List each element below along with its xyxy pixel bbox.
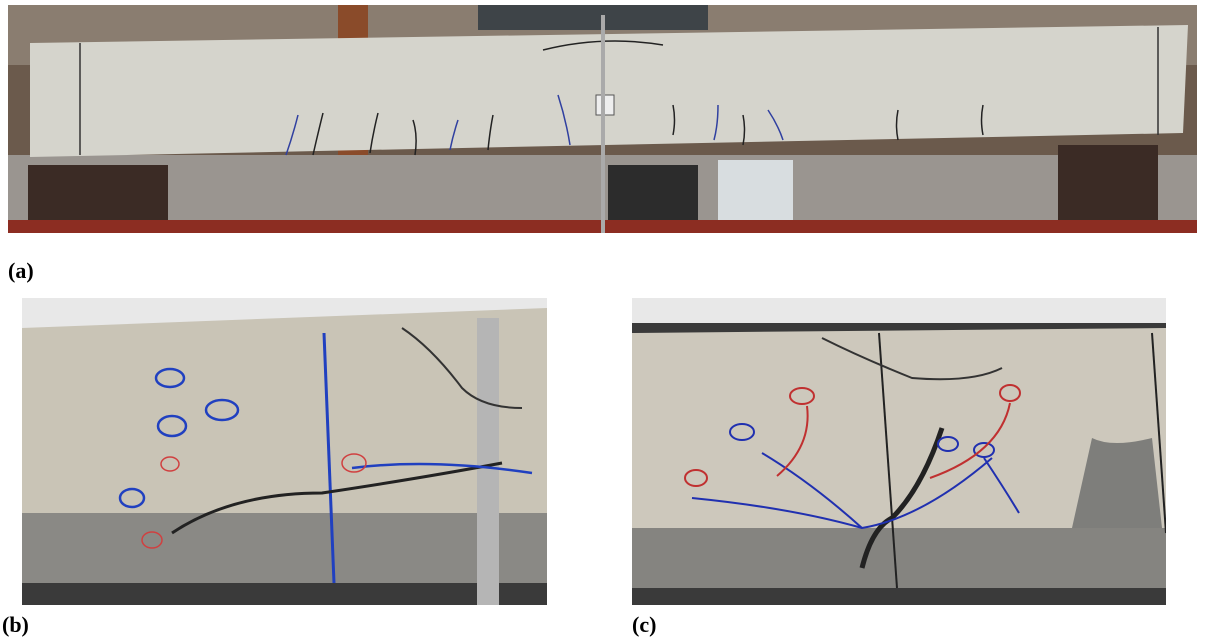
panel-label: (c) xyxy=(632,612,657,637)
photo-beam-overview xyxy=(8,5,1197,233)
photo-crack-c xyxy=(632,298,1166,605)
panel-label: (b) xyxy=(2,612,29,637)
photo-crack-b xyxy=(22,298,547,605)
panel-label: (a) xyxy=(8,258,34,283)
